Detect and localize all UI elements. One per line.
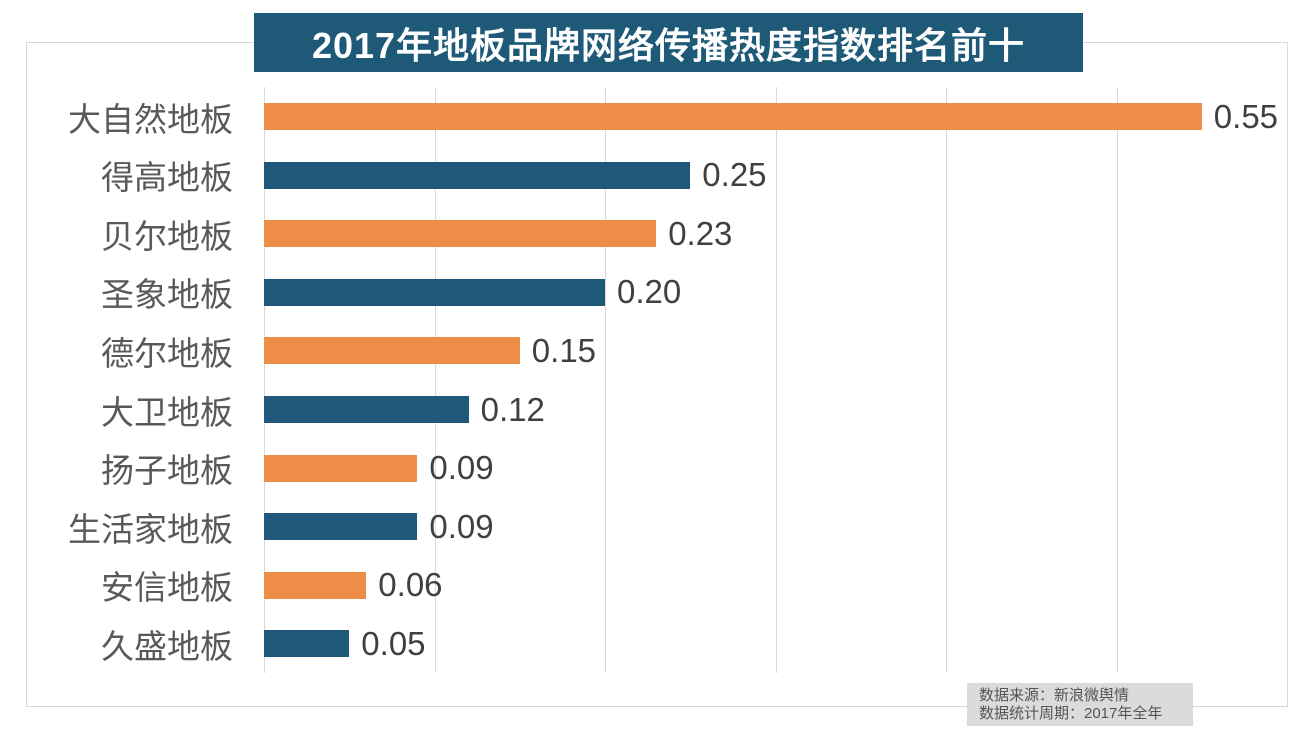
plot-area [264, 87, 1287, 673]
bar [264, 571, 367, 599]
value-label: 0.55 [1213, 97, 1279, 135]
bar-rows: 大自然地板 0.55 得高地板 0.25 贝尔地板 0.23 圣象地板 0.20 德尔地板 0.1… [0, 87, 1314, 673]
bar [264, 278, 605, 306]
gridline [434, 87, 436, 673]
value-label: 0.20 [617, 273, 682, 311]
chart-row: 大卫地板 0.12 [0, 380, 1314, 439]
bar [264, 454, 418, 482]
value-label: 0.09 [429, 507, 494, 545]
value-label: 0.12 [480, 390, 545, 428]
gridline [605, 87, 606, 673]
chart-row: 德尔地板 0.15 [0, 321, 1314, 380]
category-label: 安信地板 [101, 569, 233, 607]
chart-row: 安信地板 0.06 [0, 556, 1314, 615]
chart-row: 大自然地板 0.55 [0, 87, 1314, 146]
chart-row: 生活家地板 0.09 [0, 497, 1314, 556]
value-label: 0.15 [531, 331, 597, 369]
category-label: 生活家地板 [68, 510, 233, 548]
bar [264, 161, 691, 189]
chart-title-banner: 2017年地板品牌网络传播热度指数排名前十 [254, 13, 1083, 72]
chart-row: 扬子地板 0.09 [0, 439, 1314, 498]
bar [264, 513, 418, 541]
category-label: 贝尔地板 [101, 217, 233, 255]
category-label: 扬子地板 [101, 452, 233, 490]
bar [264, 103, 1202, 130]
period-line: 数据统计周期：2017年全年 [979, 705, 1163, 722]
data-source-note: 数据来源：新浪微舆情 数据统计周期：2017年全年 [967, 683, 1193, 726]
bar [264, 396, 469, 423]
chart-row: 贝尔地板 0.23 [0, 204, 1314, 263]
category-label: 大自然地板 [68, 100, 233, 138]
gridline [946, 87, 947, 673]
value-label: 0.06 [378, 566, 443, 604]
chart-row: 圣象地板 0.20 [0, 263, 1314, 322]
source-line: 数据来源：新浪微舆情 [979, 687, 1130, 704]
chart-row: 久盛地板 0.05 [0, 614, 1314, 673]
value-label: 0.25 [702, 156, 767, 194]
category-label: 圣象地板 [101, 276, 233, 314]
value-label: 0.09 [429, 449, 494, 487]
category-label: 德尔地板 [101, 334, 233, 372]
value-label: 0.23 [668, 214, 733, 252]
gridline [775, 87, 777, 673]
gridline [264, 87, 265, 673]
category-label: 得高地板 [101, 159, 233, 197]
chart-title: 2017年地板品牌网络传播热度指数排名前十 [311, 24, 1026, 66]
bar [264, 337, 520, 365]
bar [264, 630, 350, 658]
gridline [1116, 87, 1118, 673]
bar [264, 220, 657, 248]
category-label: 久盛地板 [101, 627, 233, 665]
category-label: 大卫地板 [101, 393, 233, 431]
chart-row: 得高地板 0.25 [0, 146, 1314, 205]
value-label: 0.05 [361, 624, 426, 662]
